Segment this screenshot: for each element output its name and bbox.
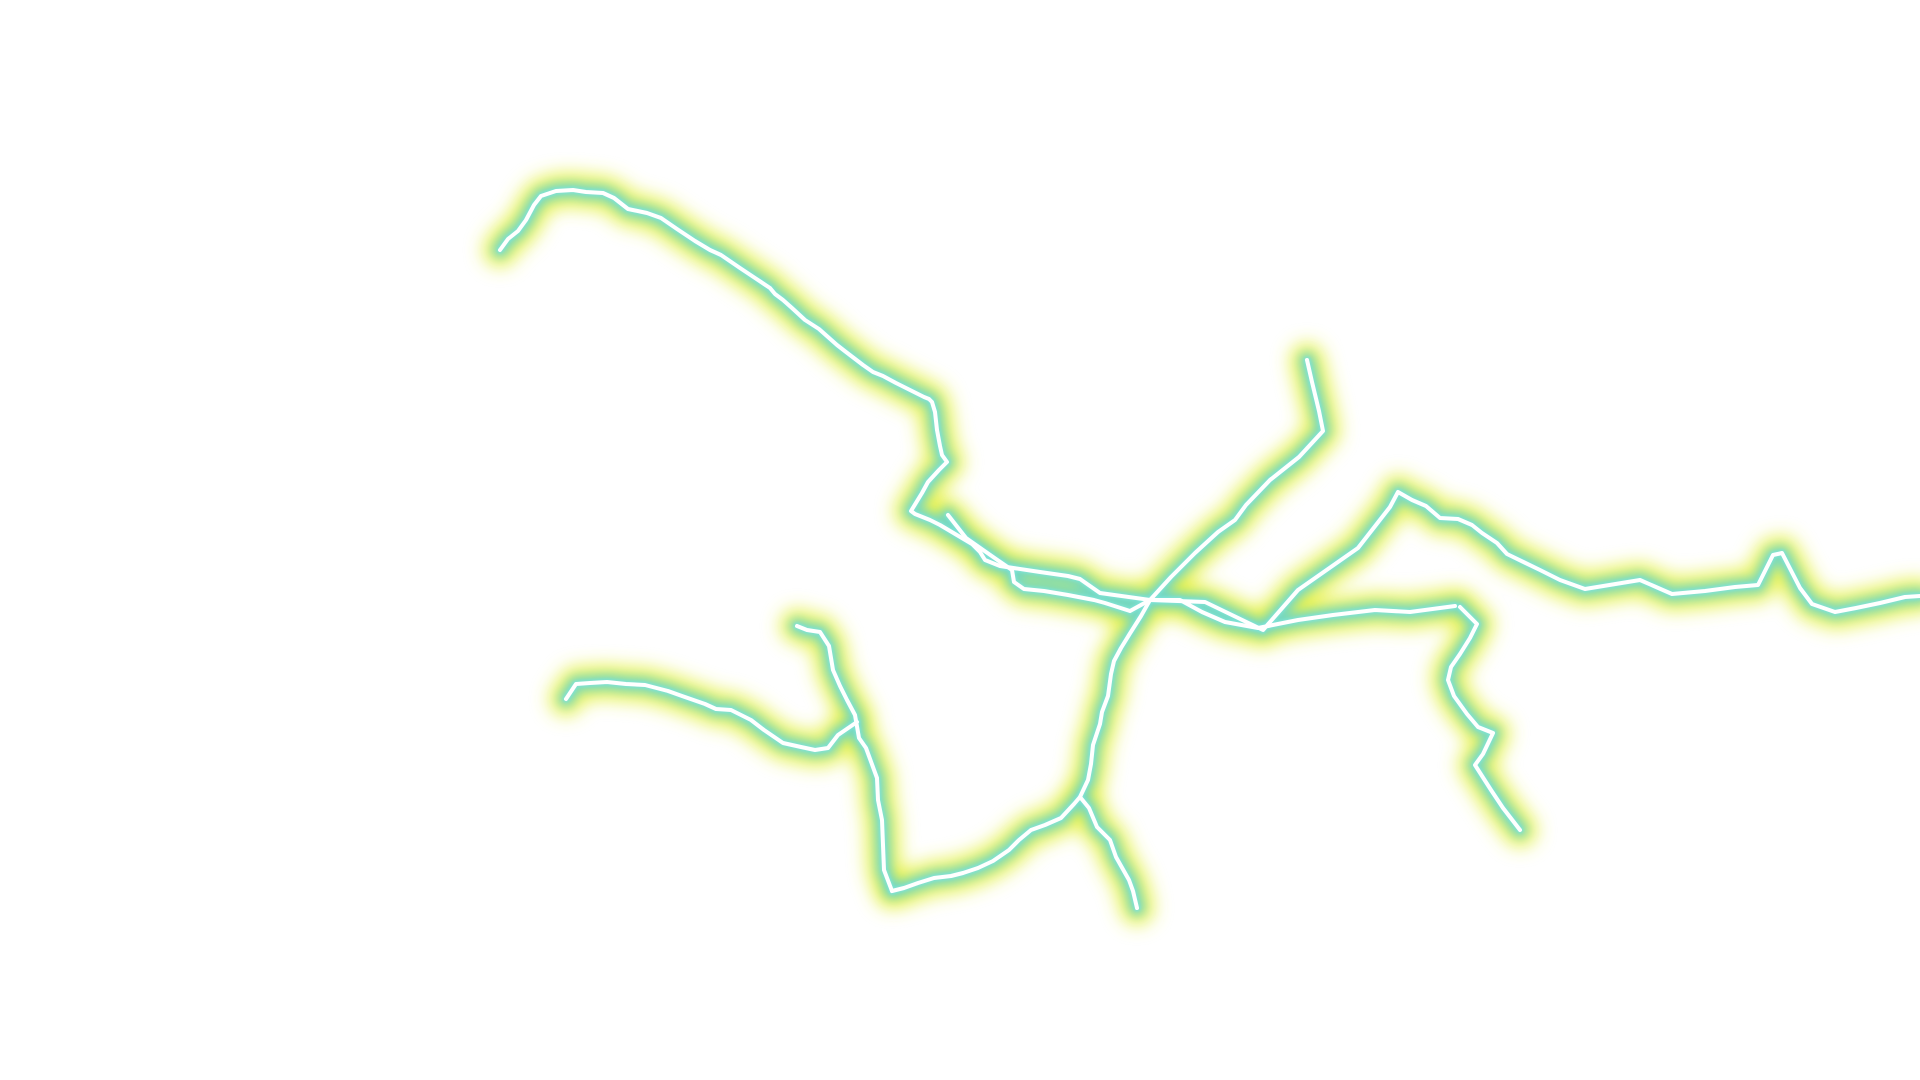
bolt-glow-segment-9 <box>549 665 874 767</box>
bolt-core-segment-8 <box>795 624 894 893</box>
bolt-core-segment-3 <box>1148 358 1325 602</box>
bolt-glow-segment-5 <box>1431 590 1537 847</box>
bolt-core-segment-6 <box>946 513 1152 613</box>
bolt-core-segment-7 <box>890 598 1152 893</box>
bolt-core-segment-10 <box>1078 795 1139 910</box>
bolt-core-segment-5 <box>1446 605 1522 832</box>
bolt-inner-glow <box>492 182 1920 916</box>
bolt-core-segment-2 <box>498 188 1152 602</box>
bolt-core-segment-1 <box>1148 490 1920 632</box>
bolt-inner-segment-2 <box>492 182 1158 608</box>
bolt-glow-segment-2 <box>483 173 1167 617</box>
bolt-shadow-segment-2 <box>496 186 1154 604</box>
bolt-core-segment-4 <box>1148 598 1457 630</box>
bolt-core-segment-9 <box>564 680 859 752</box>
bolt-core <box>498 188 1920 910</box>
